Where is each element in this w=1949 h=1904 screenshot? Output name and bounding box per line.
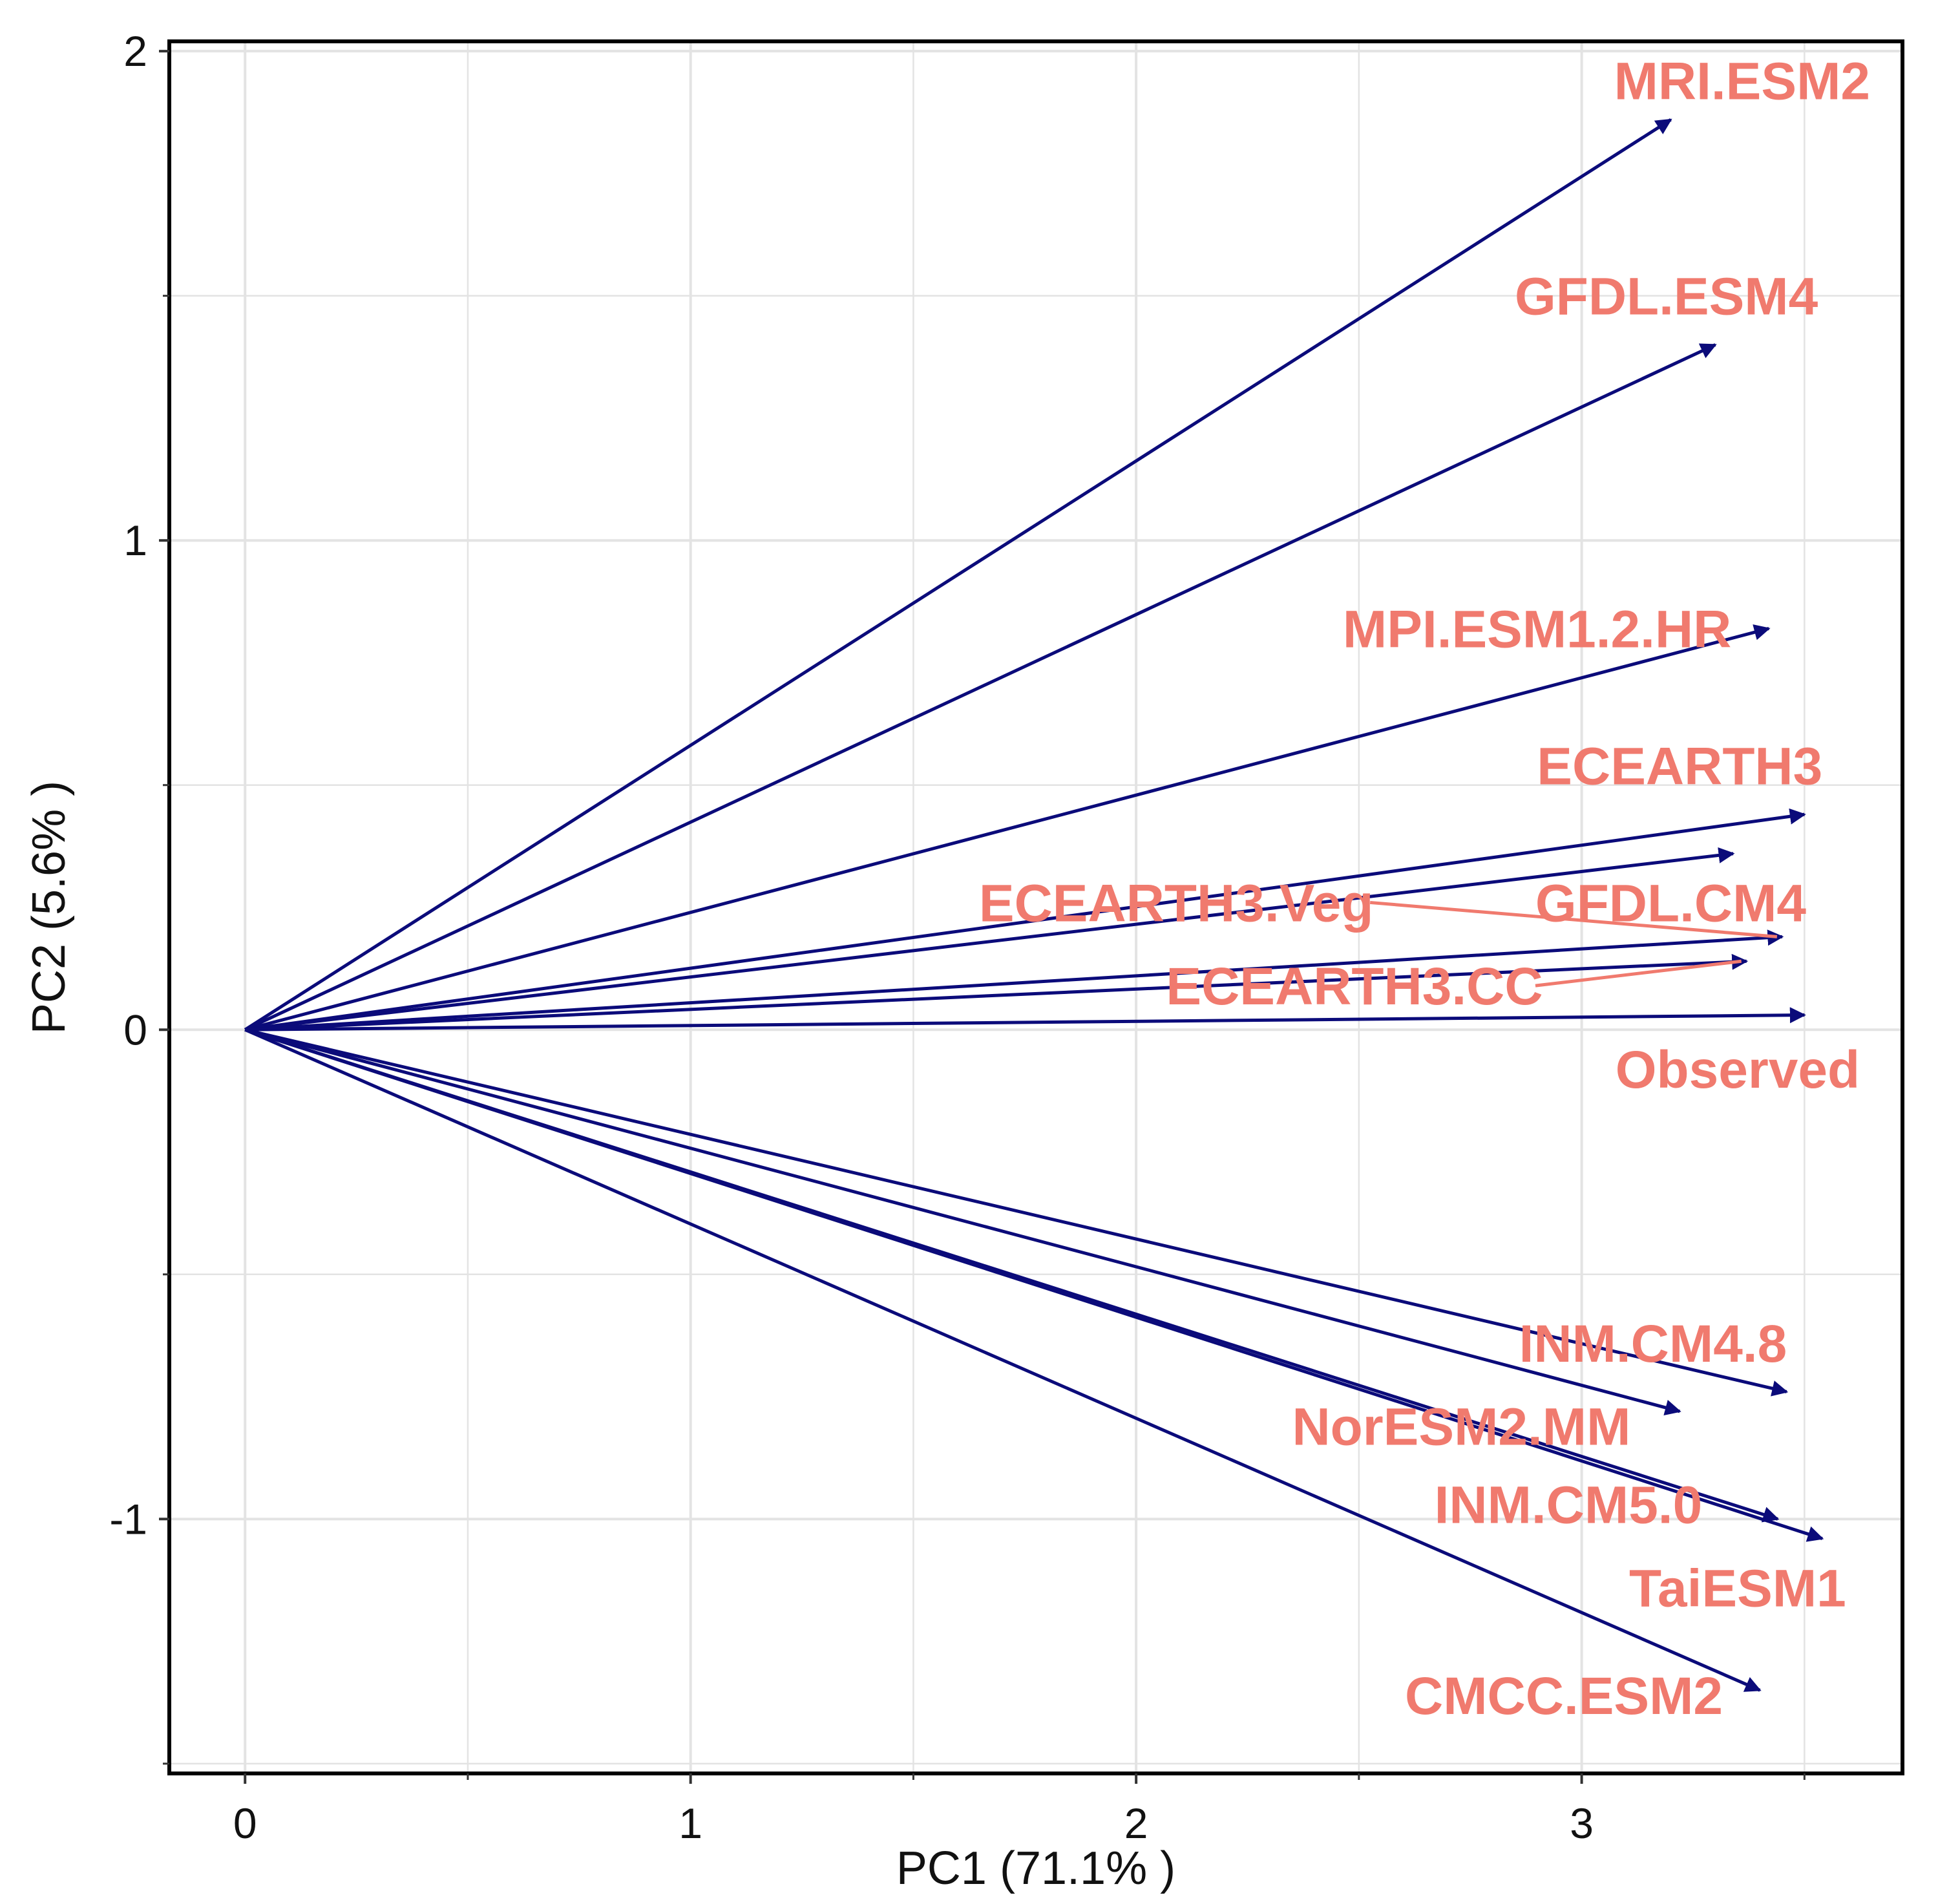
vector-gfdl-cm4 — [245, 929, 1784, 1031]
y-tick-label: 1 — [123, 516, 147, 564]
label-leader-lines — [1369, 900, 1778, 988]
grid-lines — [169, 41, 1902, 1773]
label-inm-cm5-0: INM.CM5.0 — [1435, 1476, 1703, 1535]
label-cmcc-esm2: CMCC.ESM2 — [1405, 1667, 1723, 1726]
vector-taiesm1 — [244, 1028, 1824, 1542]
label-gfdl-cm4: GFDL.CM4 — [1535, 874, 1806, 933]
y-tick-label: -1 — [109, 1495, 147, 1543]
label-mri-esm2: MRI.ESM2 — [1614, 52, 1870, 111]
vector-ecearth3-cc — [245, 953, 1749, 1031]
vector-mri-esm2 — [244, 118, 1672, 1031]
axes: 0 1 2 3 -1 0 1 2 — [109, 27, 1806, 1847]
label-ecearth3-cc: ECEARTH3.CC — [1166, 957, 1543, 1016]
vector-noresm2-mm — [244, 1028, 1681, 1416]
label-taiesm1: TaiESM1 — [1629, 1559, 1846, 1618]
x-tick-label: 1 — [679, 1799, 702, 1847]
vector-labels: MRI.ESM2 GFDL.ESM4 MPI.ESM1.2.HR ECEARTH3 EC… — [979, 52, 1870, 1726]
label-mpi-esm1-2-hr: MPI.ESM1.2.HR — [1343, 600, 1731, 659]
x-axis-title: PC1 (71.1% ) — [896, 1843, 1175, 1894]
x-tick-label: 2 — [1124, 1799, 1148, 1847]
y-tick-label: 2 — [123, 27, 147, 75]
label-noresm2-mm: NorESM2.MM — [1292, 1397, 1630, 1456]
label-observed: Observed — [1616, 1041, 1860, 1099]
label-ecearth3: ECEARTH3 — [1537, 737, 1822, 796]
vector-mpi-esm1-2-hr — [244, 624, 1771, 1031]
label-gfdl-esm4: GFDL.ESM4 — [1515, 268, 1818, 326]
x-tick-label: 0 — [233, 1799, 257, 1847]
loading-vectors — [244, 118, 1824, 1692]
plot-frame — [167, 39, 1904, 1775]
vector-ecearth3-veg — [244, 847, 1735, 1031]
vector-ecearth3 — [244, 808, 1806, 1031]
y-tick-label: 0 — [123, 1006, 147, 1053]
label-inm-cm4-8: INM.CM4.8 — [1519, 1315, 1787, 1373]
y-axis-title: PC2 (5.6% ) — [23, 781, 75, 1034]
leader-ecearth3-cc — [1535, 959, 1742, 988]
vector-gfdl-esm4 — [244, 343, 1717, 1031]
vector-cmcc-esm2 — [244, 1028, 1762, 1692]
x-tick-label: 3 — [1570, 1799, 1594, 1847]
leader-ecearth3-veg — [1369, 900, 1778, 938]
vector-observed — [245, 1007, 1806, 1031]
vector-inm-cm4-8 — [244, 1028, 1789, 1397]
label-ecearth3-veg: ECEARTH3.Veg — [979, 874, 1374, 933]
